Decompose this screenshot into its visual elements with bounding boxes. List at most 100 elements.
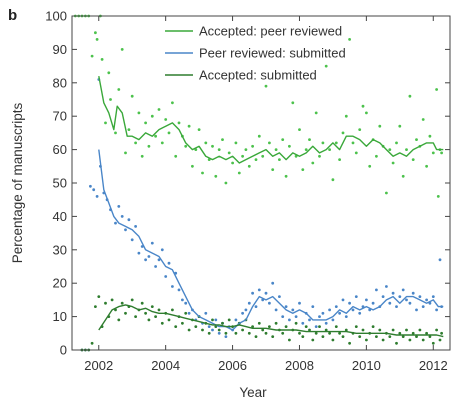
x-tick-label: 2002 <box>84 358 113 373</box>
scatter-point-2 <box>438 338 442 342</box>
scatter-point-0 <box>311 161 315 165</box>
scatter-point-0 <box>415 138 418 142</box>
scatter-point-2 <box>274 321 278 325</box>
scatter-point-1 <box>388 301 392 305</box>
scatter-point-2 <box>104 301 107 305</box>
scatter-point-1 <box>334 305 338 308</box>
scatter-point-2 <box>120 301 124 305</box>
scatter-point-2 <box>154 315 158 318</box>
scatter-point-1 <box>234 318 238 322</box>
scatter-point-2 <box>408 338 412 342</box>
scatter-point-0 <box>398 124 402 128</box>
scatter-point-0 <box>395 141 398 145</box>
scatter-point-2 <box>257 321 261 325</box>
y-tick-label: 0 <box>60 343 67 358</box>
scatter-point-1 <box>204 311 208 315</box>
scatter-point-2 <box>194 325 198 328</box>
scatter-point-2 <box>418 328 422 332</box>
scatter-point-2 <box>294 321 298 325</box>
scatter-point-1 <box>144 258 148 262</box>
scatter-point-0 <box>324 64 328 68</box>
scatter-point-2 <box>144 311 148 315</box>
scatter-point-0 <box>144 121 148 125</box>
scatter-point-1 <box>241 311 245 315</box>
series-line-0 <box>98 75 444 164</box>
scatter-point-1 <box>274 308 278 312</box>
scatter-point-0 <box>157 108 161 111</box>
scatter-point-0 <box>251 144 255 148</box>
scatter-point-0 <box>247 164 251 168</box>
scatter-point-1 <box>354 295 358 298</box>
scatter-point-1 <box>281 315 285 318</box>
scatter-point-2 <box>207 331 211 335</box>
scatter-point-1 <box>177 288 181 292</box>
scatter-point-1 <box>338 311 341 315</box>
scatter-point-1 <box>301 321 305 325</box>
scatter-point-2 <box>150 305 154 308</box>
scatter-point-1 <box>418 295 422 298</box>
x-tick-label: 2012 <box>419 358 448 373</box>
x-tick-label: 2010 <box>352 358 381 373</box>
scatter-point-2 <box>124 311 127 315</box>
x-axis-title: Year <box>239 385 267 400</box>
scatter-point-0 <box>401 174 405 178</box>
scatter-point-2 <box>321 335 325 338</box>
scatter-point-2 <box>184 311 188 315</box>
scatter-point-2 <box>328 331 331 335</box>
scatter-point-0 <box>90 54 94 58</box>
scatter-point-0 <box>217 148 221 152</box>
scatter-point-0 <box>354 151 358 155</box>
scatter-point-0 <box>150 114 154 118</box>
scatter-point-0 <box>231 161 235 165</box>
scatter-point-1 <box>411 291 415 295</box>
scatter-point-0 <box>431 151 435 155</box>
scatter-point-1 <box>278 295 281 298</box>
scatter-point-0 <box>328 148 331 152</box>
scatter-point-0 <box>361 104 365 108</box>
scatter-point-1 <box>324 321 328 325</box>
scatter-point-0 <box>204 141 208 145</box>
scatter-point-2 <box>284 325 288 328</box>
scatter-point-1 <box>164 275 168 278</box>
y-tick-label: 30 <box>53 242 67 257</box>
scatter-point-0 <box>124 151 127 155</box>
scatter-point-0 <box>378 124 382 128</box>
scatter-point-0 <box>171 101 174 105</box>
y-tick-label: 90 <box>53 42 67 57</box>
scatter-point-2 <box>341 335 345 338</box>
series-line-1 <box>98 149 444 331</box>
scatter-point-1 <box>415 308 418 312</box>
scatter-point-1 <box>247 301 251 305</box>
scatter-point-2 <box>211 318 214 322</box>
scatter-point-2 <box>271 335 275 338</box>
scatter-point-2 <box>97 295 101 298</box>
scatter-point-1 <box>398 295 402 298</box>
scatter-point-2 <box>405 328 408 332</box>
scatter-point-1 <box>187 311 191 315</box>
scatter-point-0 <box>221 138 224 142</box>
scatter-point-0 <box>288 144 291 148</box>
scatter-point-0 <box>358 128 362 132</box>
y-tick-label: 40 <box>53 209 67 224</box>
scatter-point-2 <box>354 325 358 328</box>
plot-frame <box>71 15 451 351</box>
scatter-point-0 <box>241 154 245 158</box>
y-tick-label: 70 <box>53 109 67 124</box>
scatter-point-1 <box>181 298 184 302</box>
scatter-point-0 <box>344 114 348 118</box>
scatter-point-1 <box>117 205 121 208</box>
x-tick-label: 2008 <box>285 358 314 373</box>
scatter-point-1 <box>150 241 154 245</box>
scatter-point-0 <box>301 168 305 172</box>
scatter-point-0 <box>436 195 440 198</box>
panel-letter: b <box>8 7 17 24</box>
scatter-point-2 <box>298 331 301 335</box>
scatter-point-1 <box>184 301 188 305</box>
scatter-point-0 <box>109 98 112 101</box>
scatter-point-0 <box>411 158 415 162</box>
scatter-point-2 <box>371 325 375 328</box>
scatter-point-2 <box>147 318 151 322</box>
legend-label: Accepted: submitted <box>199 68 317 83</box>
scatter-point-0 <box>334 141 338 145</box>
